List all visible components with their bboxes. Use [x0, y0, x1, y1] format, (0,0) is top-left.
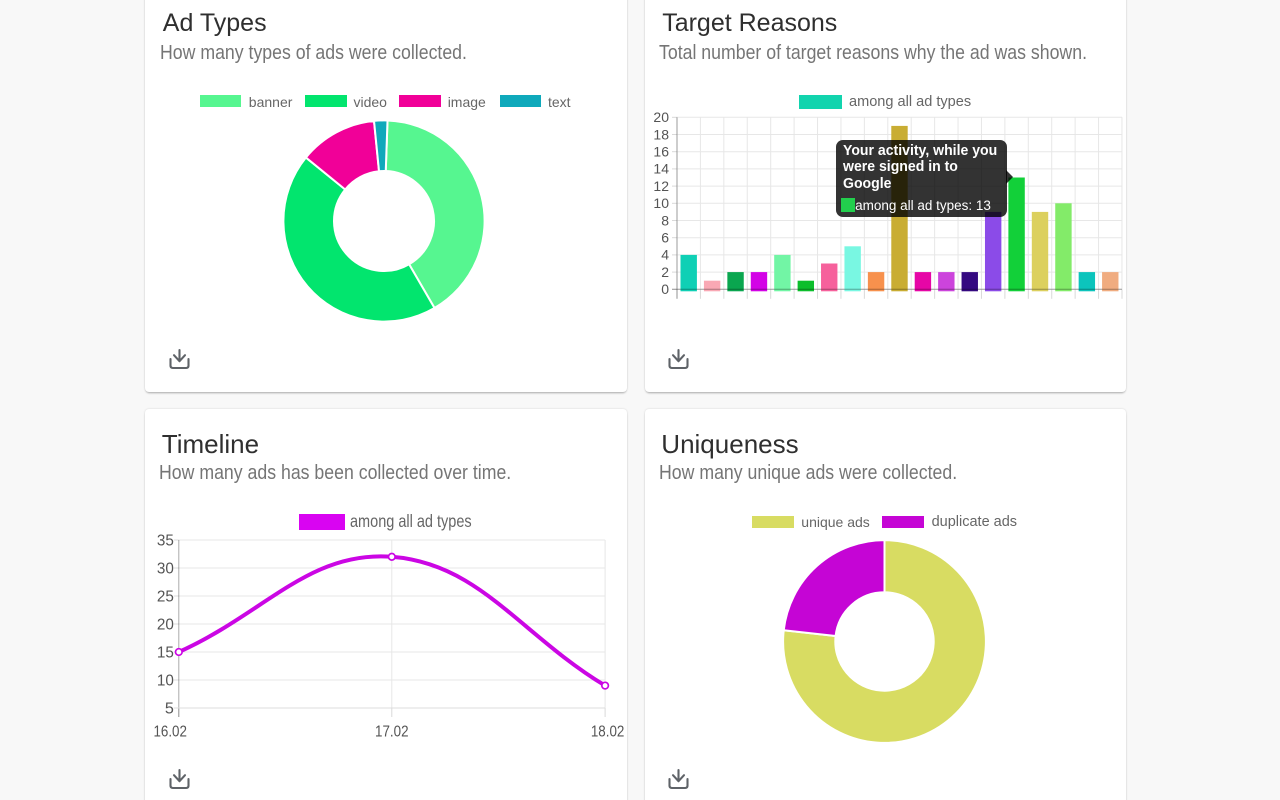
svg-text:10: 10: [653, 195, 669, 211]
svg-text:16: 16: [653, 144, 669, 160]
svg-text:5: 5: [164, 701, 173, 718]
svg-text:8: 8: [661, 212, 669, 228]
svg-text:0: 0: [661, 281, 669, 297]
svg-text:2: 2: [661, 264, 669, 280]
svg-text:16.02: 16.02: [153, 724, 187, 741]
svg-text:20: 20: [653, 110, 669, 125]
svg-text:25: 25: [156, 589, 173, 606]
svg-text:14: 14: [653, 161, 669, 177]
svg-text:35: 35: [156, 533, 173, 550]
svg-text:20: 20: [156, 617, 173, 634]
svg-text:18: 18: [653, 126, 669, 142]
svg-text:6: 6: [661, 230, 669, 246]
svg-text:4: 4: [661, 247, 669, 263]
svg-text:10: 10: [156, 673, 173, 690]
svg-text:18.02: 18.02: [590, 724, 624, 741]
svg-text:12: 12: [653, 178, 669, 194]
svg-text:17.02: 17.02: [375, 724, 409, 741]
svg-text:15: 15: [156, 645, 173, 662]
svg-text:30: 30: [156, 561, 173, 578]
